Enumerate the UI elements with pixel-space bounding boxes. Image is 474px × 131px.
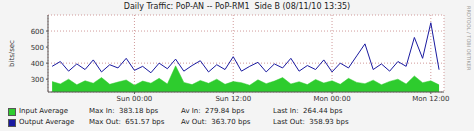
html-text:Last In: 264.44 bps: Last In: 264.44 bps	[273, 107, 343, 115]
html-text:RRDTOOL / TOBI OETIKER: RRDTOOL / TOBI OETIKER	[466, 6, 472, 71]
svg-text:500: 500	[31, 44, 44, 52]
html-text:Output Average: Output Average	[19, 118, 75, 126]
html-text:Last Out: 358.93 bps: Last Out: 358.93 bps	[273, 118, 349, 126]
svg-text:Sun 12:00: Sun 12:00	[215, 95, 251, 103]
html-text:Max In: 383.18 bps: Max In: 383.18 bps	[89, 107, 159, 115]
html-text:Max Out: 651.57 bps: Max Out: 651.57 bps	[89, 118, 165, 126]
html-text:Daily Traffic: PoP-AN -- PoP-R: Daily Traffic: PoP-AN -- PoP-RM1 Side B …	[123, 2, 351, 11]
svg-text:Mon 00:00: Mon 00:00	[313, 95, 350, 103]
svg-text:Mon 12:00: Mon 12:00	[412, 95, 449, 103]
html-text:Input Average: Input Average	[19, 107, 69, 115]
svg-text:bits/sec: bits/sec	[8, 40, 16, 67]
svg-text:300: 300	[31, 76, 44, 84]
html-text:Av In: 279.84 bps: Av In: 279.84 bps	[181, 107, 245, 115]
svg-text:600: 600	[31, 28, 44, 36]
html-text:Av Out: 363.70 bps: Av Out: 363.70 bps	[181, 118, 251, 126]
svg-text:Sun 00:00: Sun 00:00	[117, 95, 153, 103]
svg-text:400: 400	[31, 60, 44, 68]
